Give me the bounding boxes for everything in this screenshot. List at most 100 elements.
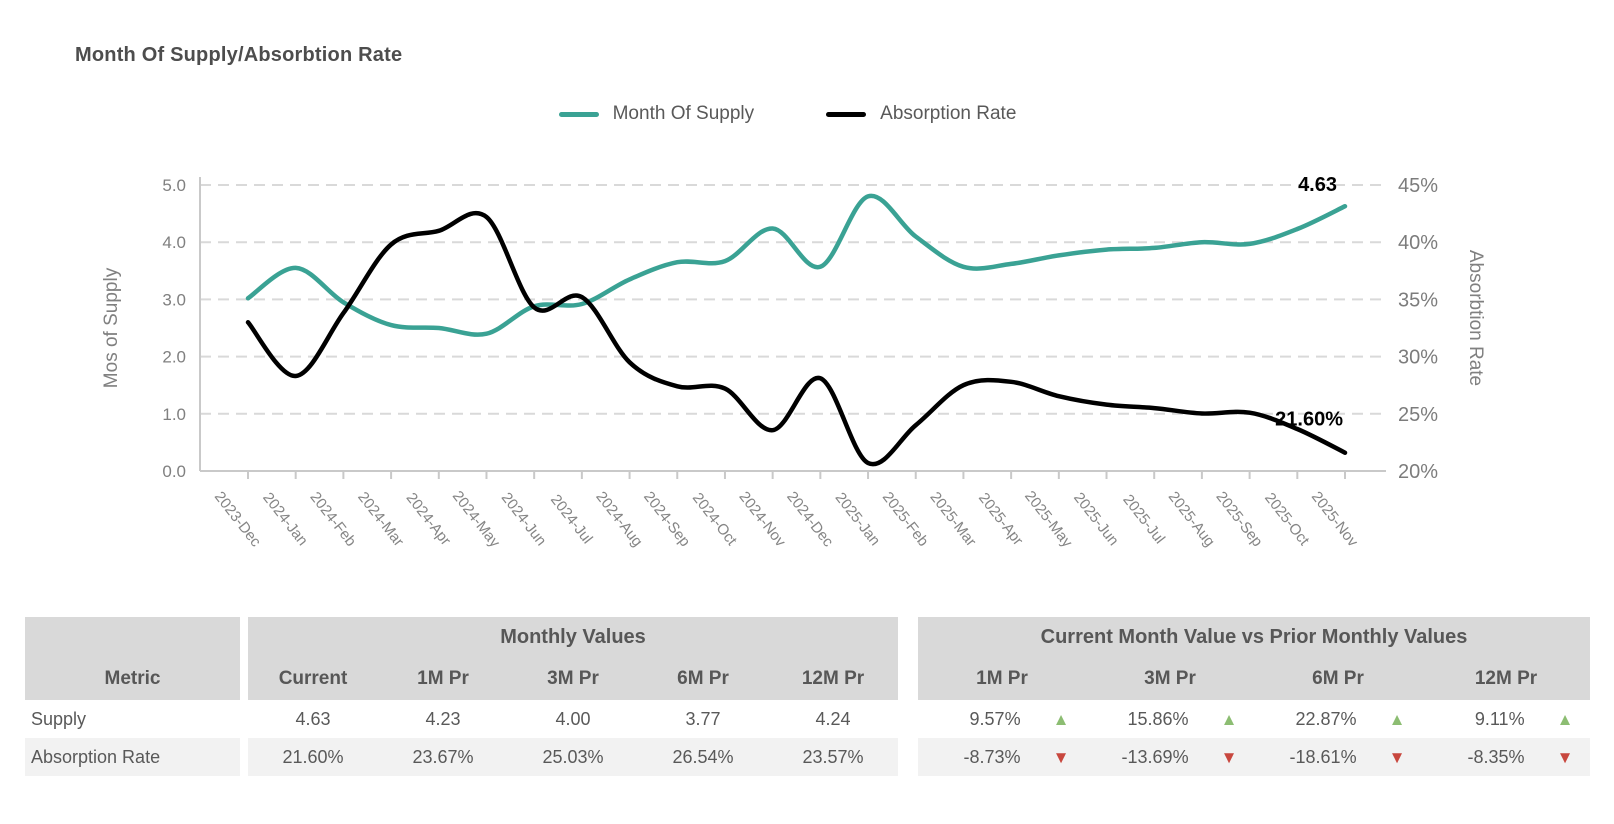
series-line-month-of-supply [245,193,1348,337]
x-axis-label: 2025-Sep [1212,488,1265,550]
y-axis-tick-left: 4.0 [162,233,186,252]
group-header-monthly-values: Monthly Values [248,617,898,658]
y-axis-tick-left: 5.0 [162,176,186,195]
series-end-label: 21.60% [1275,409,1343,431]
absorption-vs-3m-value: -13.69% [1121,746,1189,767]
y-axis-tick-right: 30% [1398,347,1438,369]
supply-current: 4.63 [248,700,378,738]
y-axis-tick-right: 40% [1398,232,1438,254]
x-axis-label: 2025-Oct [1261,490,1313,550]
trend-down-icon: ▼ [1556,747,1574,767]
x-axis-label: 2024-Aug [592,488,645,550]
legend-label-month-of-supply: Month Of Supply [612,103,755,124]
x-axis-label: 2024-Mar [354,489,407,550]
supply-vs-3m-value: 15.86% [1127,708,1189,729]
trend-up-icon: ▲ [1052,709,1070,729]
x-axis-label: 2024-Sep [640,488,693,550]
col-header-metric: Metric [25,658,240,700]
metric-header-spacer [25,617,240,658]
trend-up-icon: ▲ [1220,709,1238,729]
absorption-12m-pr: 23.57% [768,738,898,776]
col-header-3m-pr: 3M Pr [508,658,638,700]
legend-label-absorption-rate: Absorption Rate [880,103,1017,124]
y-axis-tick-right: 20% [1398,461,1438,483]
y-axis-tick-left: 3.0 [162,290,186,309]
supply-vs-6m-value: 22.87% [1295,708,1357,729]
y-axis-tick-left: 2.0 [162,348,186,367]
supply-6m-pr: 3.77 [638,700,768,738]
col-header-1m-pr: 1M Pr [378,658,508,700]
table-section-metric: Metric Supply Absorption Rate [25,617,240,776]
supply-3m-pr: 4.00 [508,700,638,738]
absorption-vs-12m: -8.35% ▼ [1422,738,1590,776]
y-axis-tick-right: 45% [1398,175,1438,197]
legend-item-month-of-supply[interactable]: Month Of Supply [558,103,755,125]
col-header-current: Current [248,658,378,700]
x-axis-label: 2024-Jul [547,491,596,547]
row-label-absorption-rate: Absorption Rate [25,738,240,776]
supply-vs-12m: 9.11% ▲ [1422,700,1590,738]
supply-vs-3m: 15.86% ▲ [1086,700,1254,738]
absorption-6m-pr: 26.54% [638,738,768,776]
cmp-header-12m-pr: 12M Pr [1422,658,1590,700]
metrics-table: Metric Supply Absorption Rate Monthly Va… [25,617,1590,776]
table-section-comparison: Current Month Value vs Prior Monthly Val… [918,617,1590,776]
supply-vs-1m-value: 9.57% [969,708,1021,729]
supply-vs-12m-value: 9.11% [1474,708,1525,729]
cmp-header-6m-pr: 6M Pr [1254,658,1422,700]
right-axis-title: Absorbtion Rate [1465,250,1486,386]
cmp-header-3m-pr: 3M Pr [1086,658,1254,700]
x-axis-label: 2024-Oct [689,490,741,550]
x-axis-label: 2024-Dec [783,488,837,550]
col-header-12m-pr: 12M Pr [768,658,898,700]
trend-down-icon: ▼ [1220,747,1238,767]
absorption-vs-1m-value: -8.73% [963,746,1021,767]
left-axis-title: Mos of Supply [101,267,122,388]
x-axis-label: 2024-Jan [259,489,311,549]
supply-line-swatch-icon [558,111,599,117]
x-axis-label: 2025-Feb [879,489,932,550]
absorption-vs-6m-value: -18.61% [1289,746,1357,767]
x-axis-label: 2025-Apr [975,490,1026,549]
trend-up-icon: ▲ [1388,709,1406,729]
chart-title: Month Of Supply/Absorbtion Rate [75,44,403,66]
supply-1m-pr: 4.23 [378,700,508,738]
supply-12m-pr: 4.24 [768,700,898,738]
absorption-vs-1m: -8.73% ▼ [918,738,1086,776]
supply-vs-1m: 9.57% ▲ [918,700,1086,738]
legend-item-absorption-rate[interactable]: Absorption Rate [826,103,1016,125]
absorption-vs-6m: -18.61% ▼ [1254,738,1422,776]
x-axis-label: 2025-Jan [832,489,884,549]
absorption-vs-3m: -13.69% ▼ [1086,738,1254,776]
trend-up-icon: ▲ [1556,709,1574,729]
x-axis-label: 2024-Feb [306,489,359,550]
x-axis-label: 2024-Jun [498,489,550,549]
trend-down-icon: ▼ [1052,747,1070,767]
x-axis-label: 2025-Nov [1308,488,1362,550]
y-axis-tick-left: 1.0 [162,405,186,424]
absorption-3m-pr: 25.03% [508,738,638,776]
x-axis-label: 2023-Dec [211,488,265,550]
group-header-comparison: Current Month Value vs Prior Monthly Val… [918,617,1590,658]
y-axis-tick-left: 0.0 [162,462,186,481]
series-end-label: 4.63 [1298,174,1337,196]
supply-vs-6m: 22.87% ▲ [1254,700,1422,738]
col-header-6m-pr: 6M Pr [638,658,768,700]
chart-legend: Month Of Supply Absorption Rate [200,103,1375,125]
x-axis-label: 2025-May [1021,488,1076,551]
x-axis-label: 2025-Mar [927,489,980,550]
row-label-supply: Supply [25,700,240,738]
x-axis-label: 2024-May [449,488,504,551]
y-axis-tick-right: 25% [1398,404,1438,426]
absorption-current: 21.60% [248,738,378,776]
series-line-absorption-rate [245,210,1348,467]
table-section-monthly-values: Monthly Values Current 1M Pr 3M Pr 6M Pr… [248,617,898,776]
x-axis-label: 2024-Nov [735,488,789,550]
absorption-vs-12m-value: -8.35% [1467,746,1525,767]
supply-absorption-line-chart: 5.0 45% 4.0 40% 3.0 35% 2.0 30% 1.0 25% 0.0 20% 2023… [101,174,1486,551]
y-axis-tick-right: 35% [1398,289,1438,311]
trend-down-icon: ▼ [1388,747,1406,767]
absorption-1m-pr: 23.67% [378,738,508,776]
x-axis-label: 2025-Jul [1119,491,1168,547]
